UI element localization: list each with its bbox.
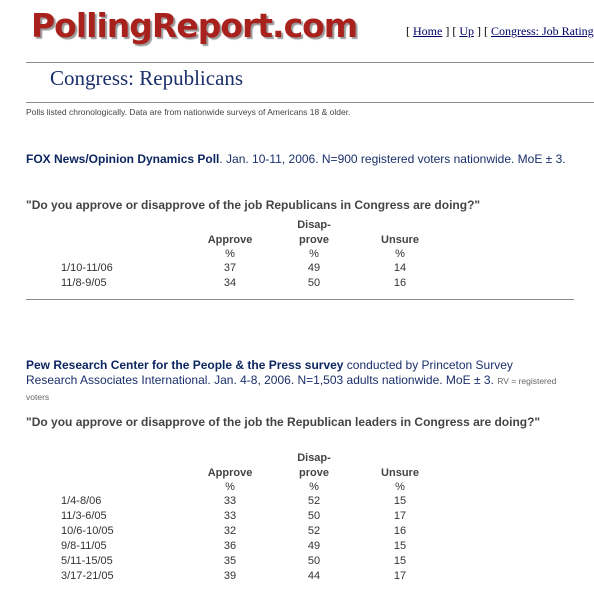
col-disapprove: prove (299, 234, 329, 246)
cell-approve: 35 (223, 555, 237, 567)
header-divider (26, 62, 594, 63)
row-date: 5/11-15/05 (61, 555, 113, 567)
cell-disapprove: 49 (307, 262, 321, 274)
nav-current-link[interactable]: Congress: Job Rating (491, 24, 594, 38)
row-date: 11/3-6/05 (61, 510, 107, 522)
poll-question: "Do you approve or disapprove of the job… (26, 415, 541, 429)
col-approve: Approve (207, 234, 253, 246)
cell-disapprove: 44 (307, 570, 321, 582)
poll-details: conducted by Princeton Survey (343, 358, 513, 372)
poll-source-pew: Pew Research Center for the People & the… (26, 358, 571, 405)
poll-divider (26, 299, 574, 300)
row-date: 10/6-10/05 (61, 525, 114, 537)
col-unsure: Unsure (381, 467, 419, 479)
poll-rv-note: RV = registered voters (26, 376, 557, 402)
col-disapprove: Disap- (297, 452, 331, 464)
row-date: 1/10-11/06 (61, 262, 113, 274)
poll-org: FOX News/Opinion Dynamics Poll (26, 152, 220, 166)
col-unsure: Unsure (381, 234, 419, 246)
cell-unsure: 17 (393, 570, 407, 582)
poll-details: . Jan. 10-11, 2006. N=900 registered vot… (219, 152, 566, 166)
poll-org: Pew Research Center for the People & the… (26, 358, 344, 372)
cell-unsure: 15 (393, 495, 407, 507)
cell-disapprove: 50 (307, 555, 321, 567)
col-approve: Approve (207, 467, 253, 479)
col-unit: % (309, 481, 319, 493)
cell-unsure: 16 (393, 277, 407, 289)
cell-disapprove: 50 (307, 277, 321, 289)
methodology-note: Polls listed chronologically. Data are f… (26, 107, 351, 117)
col-disapprove: Disap- (297, 219, 331, 231)
col-unit: % (395, 248, 405, 260)
cell-approve: 34 (223, 277, 237, 289)
col-disapprove: prove (299, 467, 329, 479)
cell-unsure: 17 (393, 510, 407, 522)
row-date: 11/8-9/05 (61, 277, 107, 289)
cell-unsure: 16 (393, 525, 407, 537)
poll-details: Research Associates International. Jan. … (26, 373, 498, 387)
poll-question: "Do you approve or disapprove of the job… (26, 198, 481, 212)
title-divider (26, 102, 594, 103)
page-title: Congress: Republicans (50, 66, 244, 90)
col-unit: % (225, 248, 235, 260)
cell-unsure: 14 (393, 262, 407, 274)
col-unit: % (395, 481, 405, 493)
cell-approve: 39 (223, 570, 237, 582)
nav-bracket: ] [ (474, 24, 491, 38)
nav-bracket: [ (406, 24, 413, 38)
cell-approve: 33 (223, 495, 237, 507)
cell-disapprove: 52 (307, 525, 321, 537)
cell-unsure: 15 (393, 540, 407, 552)
row-date: 9/8-11/05 (61, 540, 107, 552)
cell-approve: 37 (223, 262, 237, 274)
cell-disapprove: 52 (307, 495, 321, 507)
cell-unsure: 15 (393, 555, 407, 567)
cell-approve: 36 (223, 540, 237, 552)
breadcrumb-nav: [ Home ] [ Up ] [ Congress: Job Rating (406, 24, 594, 39)
nav-bracket: ] [ (442, 24, 460, 38)
cell-approve: 33 (223, 510, 237, 522)
cell-disapprove: 49 (307, 540, 321, 552)
row-date: 3/17-21/05 (61, 570, 114, 582)
row-date: 1/4-8/06 (61, 495, 102, 507)
poll-source-fox: FOX News/Opinion Dynamics Poll. Jan. 10-… (26, 152, 566, 167)
col-unit: % (225, 481, 235, 493)
nav-home-link[interactable]: Home (413, 24, 443, 38)
cell-disapprove: 50 (307, 510, 321, 522)
nav-up-link[interactable]: Up (459, 24, 474, 38)
col-unit: % (309, 248, 319, 260)
site-logo[interactable]: PollingReport.com (31, 6, 358, 45)
cell-approve: 32 (223, 525, 237, 537)
